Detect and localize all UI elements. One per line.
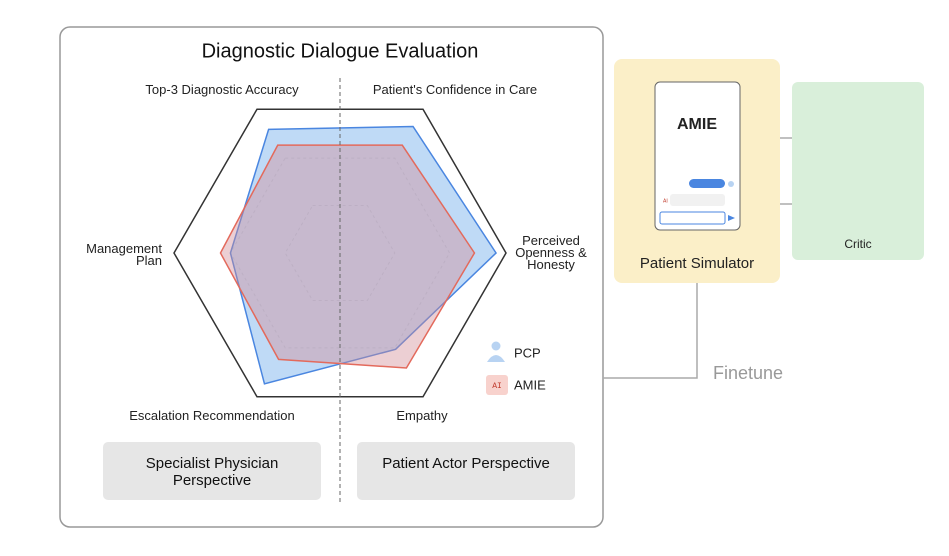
axis-label: Top-3 Diagnostic Accuracy	[145, 82, 299, 97]
legend-label: AMIE	[514, 377, 546, 392]
phone	[654, 81, 741, 231]
send-icon	[728, 215, 735, 221]
axis-label: Perceived Openness & Honesty	[515, 233, 587, 272]
amie-icon	[486, 375, 508, 395]
axis-label: Management Plan	[86, 241, 162, 268]
perspective-label: Specialist Physician Perspective	[145, 455, 279, 489]
title: Diagnostic Dialogue Evaluation	[202, 40, 479, 62]
chat-bubble	[670, 194, 725, 206]
perspective-label: Patient Actor Perspective	[382, 455, 550, 472]
perspective-box	[357, 442, 575, 500]
user-icon	[728, 181, 734, 187]
radar-area	[219, 144, 476, 369]
amie-icon-text: AI	[492, 382, 502, 391]
finetune-label: Finetune	[713, 363, 783, 383]
pcp-icon	[491, 341, 501, 351]
legend-label: PCP	[514, 345, 541, 360]
radar-area	[229, 125, 498, 385]
chat-bubble	[689, 179, 725, 188]
axis-label: Escalation Recommendation	[129, 408, 295, 423]
pcp-icon	[487, 355, 505, 362]
connector	[603, 283, 698, 379]
critic-box	[792, 82, 924, 260]
perspective-box	[103, 442, 321, 500]
radar	[173, 108, 507, 398]
radar-frame	[173, 108, 507, 398]
screen-title: AMIE	[677, 116, 717, 133]
axis-label: Patient's Confidence in Care	[372, 82, 538, 97]
simulator-label: Patient Simulator	[640, 255, 754, 272]
input-box	[659, 211, 726, 225]
ai-icon: AI	[663, 198, 668, 204]
axis-label: Empathy	[396, 408, 448, 423]
critic-label: Critic	[844, 237, 871, 251]
